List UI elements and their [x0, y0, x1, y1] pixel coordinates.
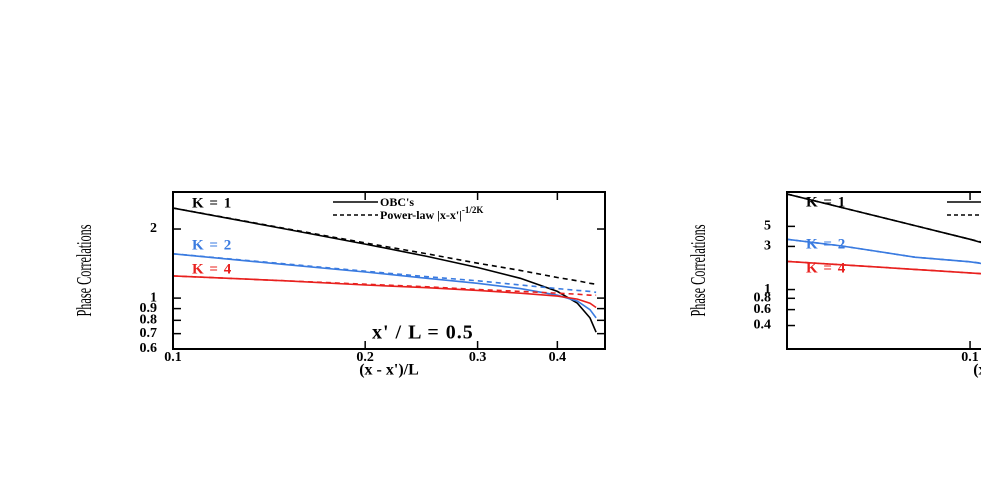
legend-solid-label: OBC's	[380, 195, 414, 209]
series-label: K = 2	[192, 237, 232, 253]
y-tick-label: 1	[150, 290, 157, 305]
series-label: K = 1	[806, 194, 846, 210]
plot-frame	[786, 191, 981, 350]
y-tick-label: 3	[764, 239, 771, 254]
obc-line	[787, 260, 981, 275]
legend-dashed-main: Power-law |x-x'|	[380, 208, 462, 222]
power-law-line	[173, 207, 597, 285]
y-tick-label: 0.8	[140, 313, 158, 328]
series-label: K = 4	[192, 261, 232, 277]
y-axis-label: Phase Correlations	[687, 224, 710, 316]
y-tick-label: 2	[150, 221, 157, 236]
power-law-line	[173, 253, 597, 294]
panel: K = 1 K = 2 K = 4 0.1 0.40.60.81 3 5 (x - x')/L…	[687, 191, 981, 379]
x-tick-label: 0.1	[164, 350, 182, 365]
obc-line	[787, 193, 981, 244]
y-tick-label: 0.6	[754, 302, 772, 317]
y-tick-label: 0.4	[754, 318, 772, 333]
x-axis-label: (x - x')/L	[973, 362, 981, 379]
x-tick-label: 0.4	[549, 350, 567, 365]
power-law-line	[173, 275, 597, 296]
x-tick-label: 0.2	[356, 350, 374, 365]
y-tick-label: 0.6	[140, 341, 158, 356]
y-tick-label: 5	[764, 219, 771, 234]
x-tick-label: 0.1	[961, 350, 979, 365]
y-tick-label: 0.9	[140, 301, 158, 316]
series-label: K = 4	[806, 260, 846, 276]
legend-dashed-label: Power-law |x-x'|-1/2K	[380, 205, 483, 222]
x-tick-label: 0.3	[469, 350, 487, 365]
legend-dashed-sup: -1/2K	[462, 205, 484, 215]
obc-line	[173, 275, 597, 309]
y-tick-label: 0.7	[140, 326, 158, 341]
y-tick-label: 1	[764, 282, 771, 297]
y-axis-label: Phase Correlations	[73, 224, 96, 316]
y-tick-label: 0.8	[754, 291, 772, 306]
series-label: K = 2	[806, 236, 846, 252]
x-axis-label: (x - x')/L	[359, 362, 419, 379]
obc-line	[173, 207, 597, 333]
plot-frame	[172, 191, 606, 350]
obc-line	[173, 253, 597, 319]
series-label: K = 1	[192, 195, 232, 211]
panel: K = 1 K = 2 K = 4 0.1 0.2 0.3 0.4 0.60.70.80.91…	[73, 191, 606, 379]
annotation: x' / L = 0.5	[372, 322, 474, 344]
obc-line	[787, 238, 981, 265]
